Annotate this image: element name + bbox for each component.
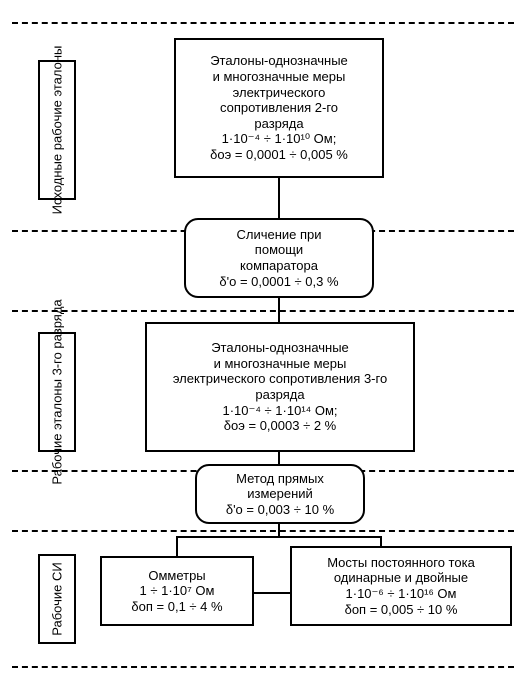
node-text: δ'о = 0,003 ÷ 10 % xyxy=(201,502,359,518)
node-text: электрического сопротивления 3-го xyxy=(151,371,409,387)
tier-divider xyxy=(12,310,514,312)
node-text: 1·10⁻⁶ ÷ 1·10¹⁶ Ом xyxy=(296,586,506,602)
node-text: помощи xyxy=(190,242,368,258)
node-text: 1 ÷ 1·10⁷ Ом xyxy=(106,583,248,599)
node-box1: Эталоны-однозначныеи многозначные мерыэл… xyxy=(174,38,384,178)
connector xyxy=(278,298,280,322)
node-comp2: Метод прямыхизмеренийδ'о = 0,003 ÷ 10 % xyxy=(195,464,365,524)
node-text: δоэ = 0,0001 ÷ 0,005 % xyxy=(180,147,378,163)
node-text: и многозначные меры xyxy=(180,69,378,85)
node-text: δоэ = 0,0003 ÷ 2 % xyxy=(151,418,409,434)
tier-label-tier1: Исходные рабочие эталоны xyxy=(38,60,76,200)
tier-divider xyxy=(12,22,514,24)
node-text: Омметры xyxy=(106,568,248,584)
node-text: и многозначные меры xyxy=(151,356,409,372)
diagram-root: Исходные рабочие эталоны Рабочие эталоны … xyxy=(0,0,526,689)
node-text: Сличение при xyxy=(190,227,368,243)
node-br: Мосты постоянного токаодинарные и двойны… xyxy=(290,546,512,626)
node-text: Метод прямых xyxy=(201,471,359,487)
tier-label-text: Рабочие СИ xyxy=(50,562,65,635)
node-text: сопротивления 2-го xyxy=(180,100,378,116)
node-text: разряда xyxy=(151,387,409,403)
tier-label-tier2: Рабочие эталоны 3-го разряда xyxy=(38,332,76,452)
node-text: 1·10⁻⁴ ÷ 1·10¹⁰ Ом; xyxy=(180,131,378,147)
node-text: 1·10⁻⁴ ÷ 1·10¹⁴ Ом; xyxy=(151,403,409,419)
node-text: δоп = 0,005 ÷ 10 % xyxy=(296,602,506,618)
tier-divider xyxy=(12,666,514,668)
node-text: Мосты постоянного тока xyxy=(296,555,506,571)
node-text: δ'о = 0,0001 ÷ 0,3 % xyxy=(190,274,368,290)
node-text: измерений xyxy=(201,486,359,502)
connector xyxy=(380,536,382,546)
connector xyxy=(176,536,380,538)
node-text: δоп = 0,1 ÷ 4 % xyxy=(106,599,248,615)
node-text: разряда xyxy=(180,116,378,132)
tier-label-tier3: Рабочие СИ xyxy=(38,554,76,644)
node-text: Эталоны-однозначные xyxy=(151,340,409,356)
connector xyxy=(254,592,290,594)
node-ohm: Омметры1 ÷ 1·10⁷ Омδоп = 0,1 ÷ 4 % xyxy=(100,556,254,626)
node-text: одинарные и двойные xyxy=(296,570,506,586)
connector xyxy=(278,452,280,464)
tier-label-text: Исходные рабочие эталоны xyxy=(50,46,65,215)
node-text: компаратора xyxy=(190,258,368,274)
connector xyxy=(278,524,280,536)
node-box2: Эталоны-однозначныеи многозначные мерыэл… xyxy=(145,322,415,452)
tier-label-text: Рабочие эталоны 3-го разряда xyxy=(50,299,65,484)
connector xyxy=(278,178,280,218)
node-text: электрического xyxy=(180,85,378,101)
tier-divider xyxy=(12,530,514,532)
node-comp1: Сличение припомощикомпаратораδ'о = 0,000… xyxy=(184,218,374,298)
node-text: Эталоны-однозначные xyxy=(180,53,378,69)
